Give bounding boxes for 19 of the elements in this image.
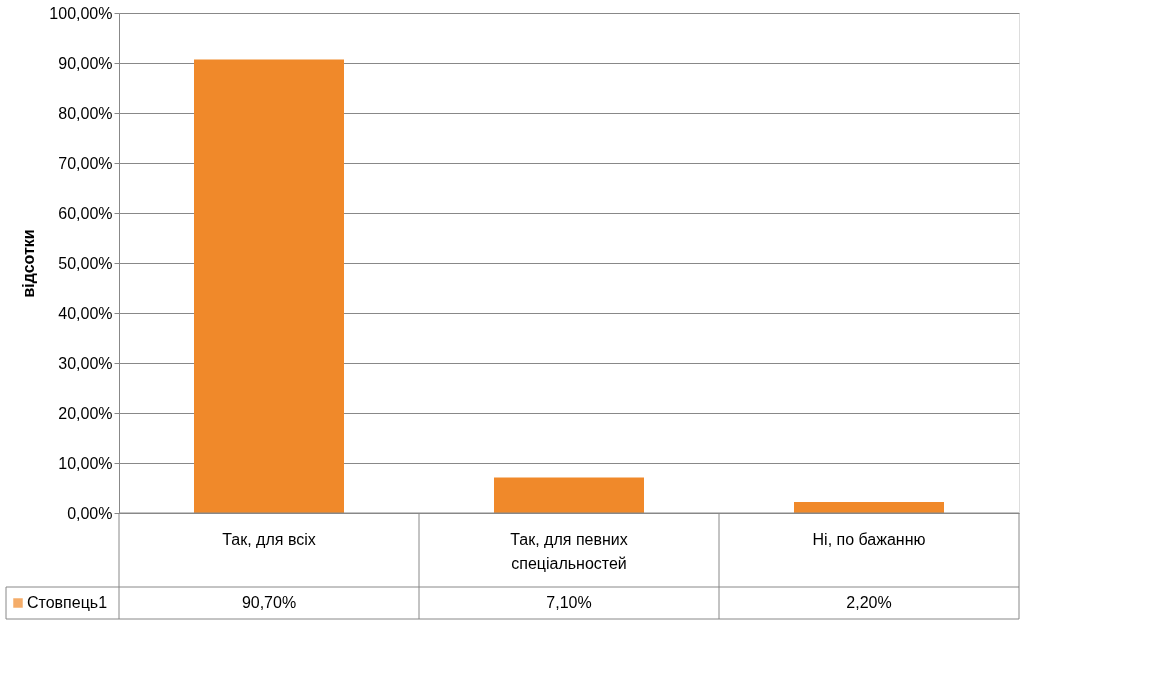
y-tick-label: 20,00% — [58, 404, 113, 422]
y-tick-label: 40,00% — [58, 304, 113, 322]
y-tick-label: 30,00% — [58, 354, 113, 372]
y-tick-label: 10,00% — [58, 454, 113, 472]
x-tick-label: Так, для певних спеціальностей — [510, 530, 628, 572]
y-tick-label: 0,00% — [67, 504, 113, 522]
y-tick-label: 80,00% — [58, 104, 113, 122]
y-tick-label: 60,00% — [58, 204, 113, 222]
y-axis-title: відсотки — [20, 229, 38, 298]
x-tick-label: Ні, по бажанню — [812, 530, 926, 548]
y-tick-label: 70,00% — [58, 154, 113, 172]
x-tick-label: Так, для всіх — [222, 530, 316, 548]
y-tick-label: 90,00% — [58, 54, 113, 72]
data-label: 7,10% — [546, 594, 592, 611]
data-label: 2,20% — [846, 594, 892, 611]
y-tick-label: 50,00% — [58, 254, 113, 272]
data-label: 90,70% — [241, 594, 297, 611]
y-tick-label: 100,00% — [49, 4, 113, 22]
legend-label: Стовпець1 — [27, 594, 108, 611]
